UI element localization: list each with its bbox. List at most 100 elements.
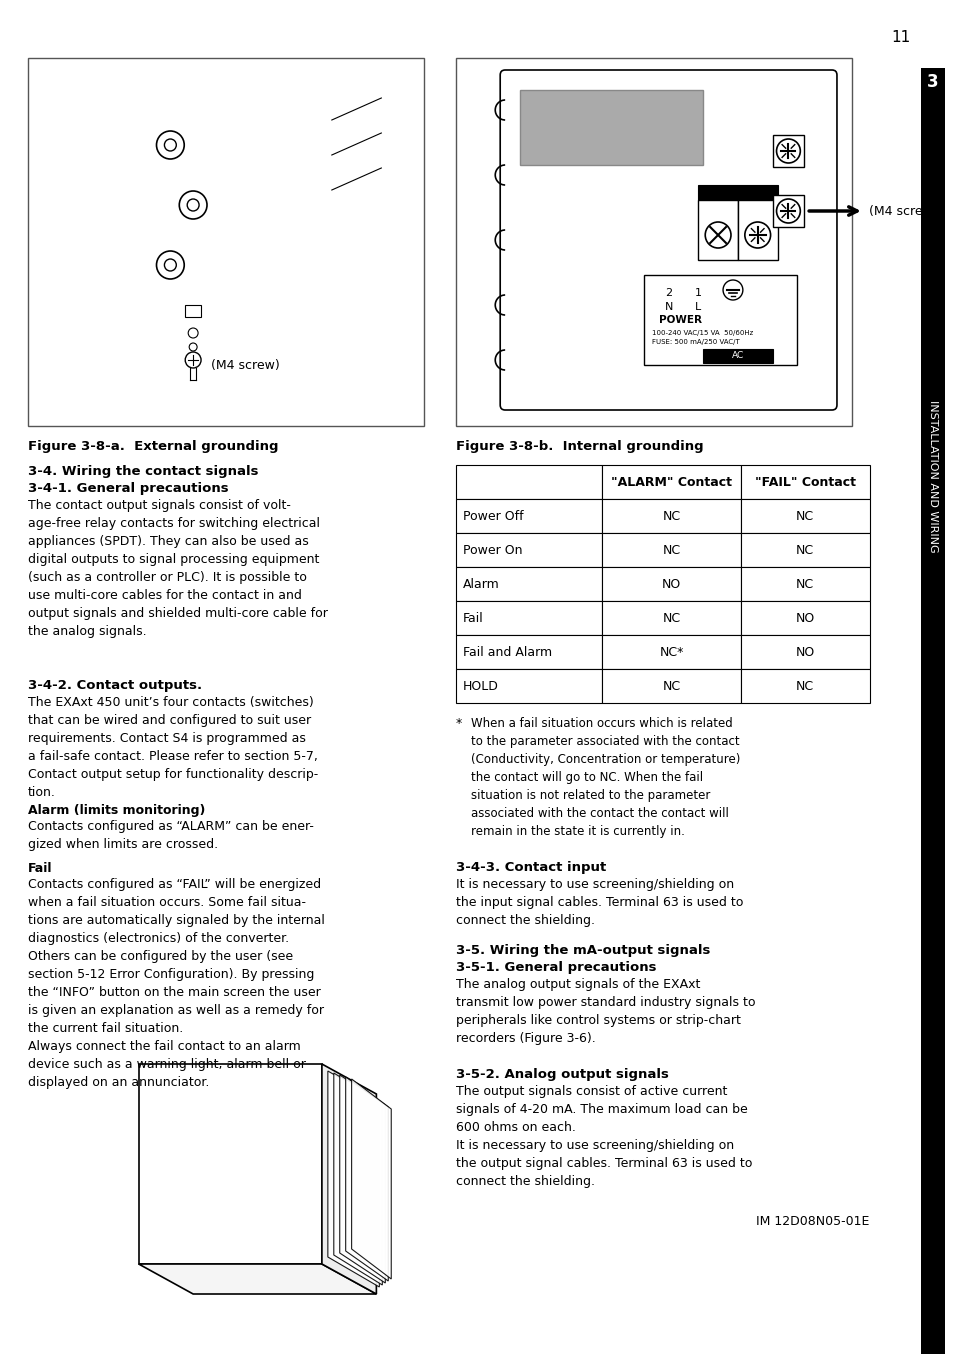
Text: It is necessary to use screening/shielding on
the input signal cables. Terminal : It is necessary to use screening/shieldi… — [456, 877, 742, 927]
Text: NC: NC — [796, 543, 814, 556]
Polygon shape — [138, 1265, 376, 1294]
Text: NO: NO — [795, 612, 814, 624]
Polygon shape — [321, 1064, 376, 1294]
Bar — [740, 567, 869, 601]
Text: *: * — [456, 718, 461, 730]
Bar — [737, 200, 777, 260]
Circle shape — [189, 343, 197, 351]
Text: 100-240 VAC/15 VA  50/60Hz: 100-240 VAC/15 VA 50/60Hz — [651, 330, 752, 336]
Circle shape — [187, 199, 199, 211]
Text: 3-4. Wiring the contact signals: 3-4. Wiring the contact signals — [28, 464, 258, 478]
Polygon shape — [352, 1079, 391, 1280]
Circle shape — [156, 250, 184, 279]
Text: Fail: Fail — [28, 862, 52, 875]
Bar — [519, 89, 702, 165]
FancyBboxPatch shape — [499, 70, 836, 410]
Bar — [740, 635, 869, 669]
Text: NC: NC — [796, 509, 814, 523]
Bar — [698, 200, 737, 260]
Circle shape — [722, 280, 742, 301]
Text: 2: 2 — [664, 288, 672, 298]
Bar — [740, 533, 869, 567]
Bar — [740, 464, 869, 500]
Text: NC: NC — [661, 612, 679, 624]
Text: 3-5. Wiring the mA-output signals: 3-5. Wiring the mA-output signals — [456, 944, 709, 957]
Text: 3-4-3. Contact input: 3-4-3. Contact input — [456, 861, 605, 873]
Circle shape — [164, 139, 176, 152]
Text: "ALARM" Contact: "ALARM" Contact — [611, 475, 731, 489]
Bar — [601, 567, 740, 601]
Polygon shape — [339, 1075, 385, 1284]
Text: The EXAxt 450 unit’s four contacts (switches)
that can be wired and configured t: The EXAxt 450 unit’s four contacts (swit… — [28, 696, 317, 799]
Circle shape — [776, 139, 800, 162]
Text: NC: NC — [661, 509, 679, 523]
Bar — [28, 58, 423, 427]
Text: Fail: Fail — [462, 612, 483, 624]
Text: The contact output signals consist of volt-
age-free relay contacts for switchin: The contact output signals consist of vo… — [28, 500, 327, 638]
Text: Contacts configured as “FAIL” will be energized
when a fail situation occurs. So: Contacts configured as “FAIL” will be en… — [28, 877, 324, 1089]
Text: NC: NC — [661, 543, 679, 556]
Circle shape — [164, 259, 176, 271]
Polygon shape — [345, 1076, 388, 1281]
Text: 3-4-1. General precautions: 3-4-1. General precautions — [28, 482, 228, 496]
Bar — [601, 464, 740, 500]
Bar — [740, 500, 869, 533]
Text: FUSE: 500 mA/250 VAC/T: FUSE: 500 mA/250 VAC/T — [651, 338, 739, 345]
Bar — [185, 305, 201, 317]
Text: (M4 screw): (M4 screw) — [868, 204, 937, 218]
Text: 11: 11 — [891, 31, 910, 46]
Bar — [456, 500, 601, 533]
Text: POWER: POWER — [658, 315, 701, 325]
Bar — [456, 635, 601, 669]
Text: Power Off: Power Off — [462, 509, 522, 523]
Text: Figure 3-8-b.  Internal grounding: Figure 3-8-b. Internal grounding — [456, 440, 702, 454]
Bar — [601, 500, 740, 533]
Text: NO: NO — [795, 646, 814, 658]
Circle shape — [156, 131, 184, 158]
Bar — [772, 135, 803, 167]
Bar — [456, 533, 601, 567]
Text: Alarm: Alarm — [462, 578, 498, 590]
Bar — [698, 185, 777, 200]
Bar — [456, 567, 601, 601]
Text: Fail and Alarm: Fail and Alarm — [462, 646, 551, 658]
Bar — [456, 58, 851, 427]
Bar — [772, 195, 803, 227]
Text: L: L — [695, 302, 700, 311]
Text: IM 12D08N05-01E: IM 12D08N05-01E — [756, 1215, 869, 1228]
Text: When a fail situation occurs which is related
to the parameter associated with t: When a fail situation occurs which is re… — [471, 718, 740, 838]
Text: The analog output signals of the EXAxt
transmit low power standard industry sign: The analog output signals of the EXAxt t… — [456, 978, 755, 1045]
Bar — [601, 601, 740, 635]
Text: HOLD: HOLD — [462, 680, 497, 692]
Text: NC: NC — [796, 680, 814, 692]
Bar — [601, 533, 740, 567]
Text: N: N — [663, 302, 672, 311]
Bar — [702, 349, 772, 363]
Bar — [456, 669, 601, 703]
Text: Alarm (limits monitoring): Alarm (limits monitoring) — [28, 804, 205, 816]
Text: Figure 3-8-a.  External grounding: Figure 3-8-a. External grounding — [28, 440, 278, 454]
Polygon shape — [334, 1072, 382, 1285]
Text: The output signals consist of active current
signals of 4-20 mA. The maximum loa: The output signals consist of active cur… — [456, 1085, 751, 1187]
Text: AC: AC — [731, 352, 743, 360]
Text: "FAIL" Contact: "FAIL" Contact — [754, 475, 855, 489]
Circle shape — [704, 222, 730, 248]
Bar — [456, 601, 601, 635]
Text: 3-5-2. Analog output signals: 3-5-2. Analog output signals — [456, 1068, 668, 1080]
Bar — [921, 68, 943, 96]
Text: NC*: NC* — [659, 646, 683, 658]
Text: 1: 1 — [694, 288, 701, 298]
Polygon shape — [138, 1064, 321, 1265]
Bar — [643, 275, 797, 366]
Text: Contacts configured as “ALARM” can be ener-
gized when limits are crossed.: Contacts configured as “ALARM” can be en… — [28, 821, 314, 852]
Text: 3-5-1. General precautions: 3-5-1. General precautions — [456, 961, 656, 974]
Text: 3: 3 — [926, 73, 938, 91]
Circle shape — [179, 191, 207, 219]
Text: INSTALLATION AND WIRING: INSTALLATION AND WIRING — [927, 399, 937, 552]
Circle shape — [185, 352, 201, 368]
Bar — [740, 601, 869, 635]
Text: NC: NC — [661, 680, 679, 692]
Bar — [456, 464, 601, 500]
Circle shape — [776, 199, 800, 223]
Bar — [601, 669, 740, 703]
